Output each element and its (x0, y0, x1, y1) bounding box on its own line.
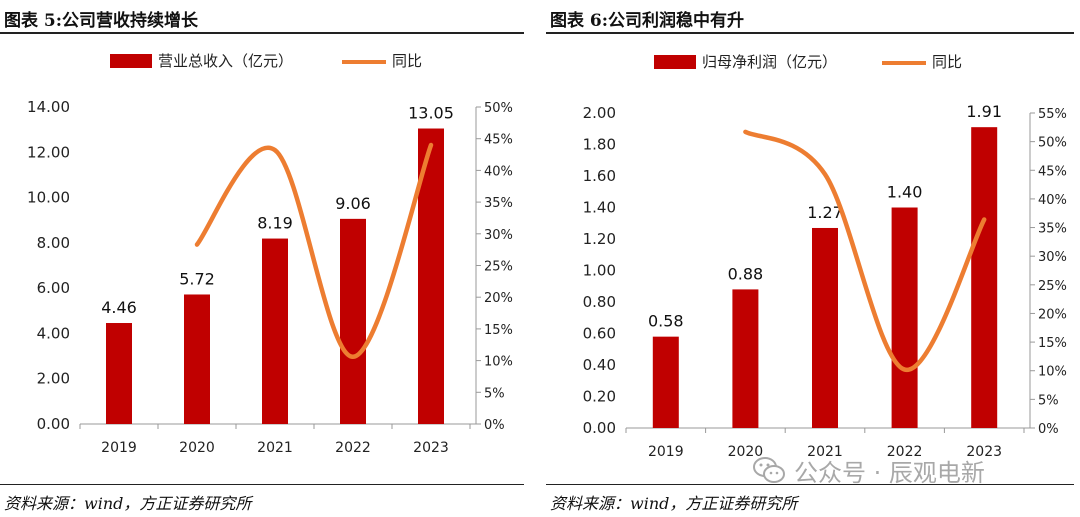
source-note: 资料来源：wind，方正证券研究所 (4, 494, 252, 513)
revenue-chart: 营业总收入（亿元） 同比 0.00 2.00 4.00 6.00 8.00 10.00 12.0… (27, 52, 513, 456)
legend-label-line: 同比 (932, 53, 962, 71)
bar (891, 207, 918, 428)
y-right-tick-label: 15% (484, 323, 513, 338)
watermark-text: 公众号 · 辰观电新 (794, 458, 985, 487)
yoy-line (194, 142, 434, 360)
chart-panel-revenue: 图表 5:公司营收持续增长 营业总收入（亿元） 同比 0.00 2.00 4.00 6.0… (0, 0, 530, 517)
y-right-tick-label: 20% (1038, 307, 1067, 322)
source-rule (0, 484, 524, 485)
y-left-tick-label: 1.60 (583, 167, 616, 185)
bar-value-label: 4.46 (101, 298, 137, 317)
x-category-label: 2022 (335, 440, 371, 456)
y-left-tick-label: 1.80 (583, 136, 616, 154)
bar (262, 238, 288, 424)
bar-value-label: 8.19 (257, 214, 293, 233)
bar-value-label: 9.06 (335, 194, 371, 213)
y-left-tick-label: 0.00 (37, 415, 70, 433)
x-category-label: 2020 (728, 444, 764, 460)
y-right-tick-label: 5% (484, 386, 505, 401)
y-right-tick-label: 40% (1038, 193, 1067, 208)
y-right-tick-label: 0% (1038, 422, 1059, 437)
bar-value-label: 0.88 (728, 264, 764, 283)
y-left-tick-label: 0.40 (583, 356, 616, 374)
y-right-tick-label: 25% (1038, 279, 1067, 294)
x-category-label: 2023 (413, 440, 449, 456)
bar-value-label: 13.05 (408, 104, 454, 123)
watermark: 公众号 · 辰观电新 (752, 452, 985, 488)
y-left-tick-label: 2.00 (583, 104, 616, 122)
x-category-label: 2022 (887, 444, 923, 460)
y-left-tick-label: 12.00 (27, 143, 70, 161)
y-right-tick-label: 55% (1038, 107, 1067, 122)
legend-label-line: 同比 (392, 52, 422, 70)
y-right-tick-label: 45% (1038, 164, 1067, 179)
bar (340, 218, 366, 424)
source-note: 资料来源：wind，方正证券研究所 (550, 494, 798, 513)
legend-swatch-bar (110, 54, 152, 68)
bar (971, 127, 998, 429)
bar-value-label: 1.40 (887, 183, 923, 202)
bar-value-label: 1.27 (807, 203, 843, 222)
y-right-tick-label: 50% (484, 101, 513, 116)
y-left-tick-label: 4.00 (37, 324, 70, 342)
y-right-tick-label: 40% (484, 164, 513, 179)
x-category-label: 2020 (179, 440, 215, 456)
bar-value-label: 0.58 (648, 312, 684, 331)
profit-chart: 归母净利润（亿元） 同比 0.00 0.20 0.40 0.60 0.80 1.00 1.20 1… (583, 53, 1067, 460)
y-right-tick-label: 20% (484, 291, 513, 306)
y-left-tick-label: 8.00 (37, 234, 70, 252)
y-left-tick-label: 0.80 (583, 293, 616, 311)
y-left-tick-label: 1.20 (583, 230, 616, 248)
y-right-tick-label: 10% (1038, 365, 1067, 380)
y-right-tick-label: 50% (1038, 136, 1067, 151)
y-left-tick-label: 10.00 (27, 189, 70, 207)
y-right-tick-label: 45% (484, 133, 513, 148)
bar (106, 323, 132, 424)
y-right-tick-label: 5% (1038, 393, 1059, 408)
bar (184, 294, 210, 424)
y-left-tick-label: 0.20 (583, 388, 616, 406)
y-left-tick-label: 1.40 (583, 199, 616, 217)
yoy-line (743, 129, 987, 372)
x-category-label: 2019 (101, 440, 137, 456)
y-left-tick-label: 1.00 (583, 262, 616, 280)
y-right-tick-label: 25% (484, 260, 513, 275)
legend-label-bar: 归母净利润（亿元） (702, 53, 837, 71)
x-category-label: 2021 (807, 444, 843, 460)
figure-title: 图表 5:公司营收持续增长 (4, 11, 199, 31)
x-category-label: 2023 (966, 444, 1002, 460)
y-left-tick-label: 2.00 (37, 370, 70, 388)
y-right-tick-label: 30% (484, 228, 513, 243)
title-rule (546, 32, 1074, 34)
figure-title: 图表 6:公司利润稳中有升 (550, 11, 745, 31)
legend-swatch-bar (654, 55, 696, 69)
bar (732, 289, 759, 428)
legend-label-bar: 营业总收入（亿元） (158, 52, 293, 70)
bar-value-label: 1.91 (966, 102, 1002, 121)
title-rule (0, 32, 524, 34)
y-left-tick-label: 0.60 (583, 325, 616, 343)
y-right-tick-label: 15% (1038, 336, 1067, 351)
x-category-label: 2021 (257, 440, 293, 456)
source-rule (546, 484, 1074, 485)
y-left-tick-label: 0.00 (583, 419, 616, 437)
y-right-tick-label: 10% (484, 355, 513, 370)
y-right-tick-label: 35% (1038, 222, 1067, 237)
bar (812, 227, 838, 428)
bar-value-label: 5.72 (179, 269, 215, 288)
bar (652, 336, 679, 428)
y-right-tick-label: 35% (484, 196, 513, 211)
y-right-tick-label: 0% (484, 418, 505, 433)
chart-panel-profit: 图表 6:公司利润稳中有升 归母净利润（亿元） 同比 0.00 0.20 0.40 0.6… (546, 0, 1080, 517)
x-category-label: 2019 (648, 444, 684, 460)
y-right-tick-label: 30% (1038, 250, 1067, 265)
wechat-icon (753, 457, 785, 483)
y-left-tick-label: 6.00 (37, 279, 70, 297)
y-left-tick-label: 14.00 (27, 98, 70, 116)
